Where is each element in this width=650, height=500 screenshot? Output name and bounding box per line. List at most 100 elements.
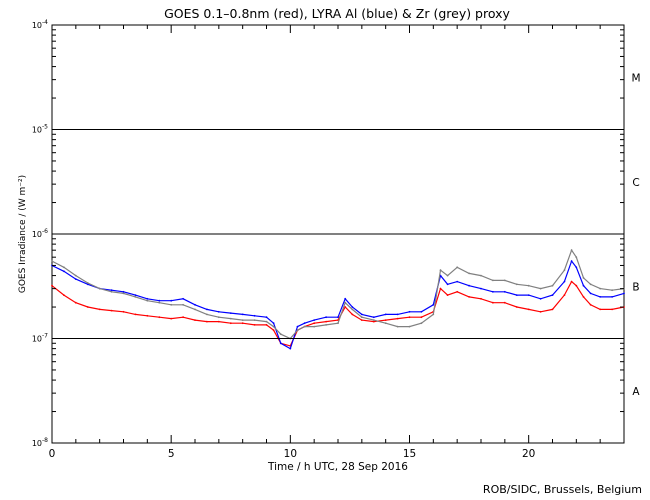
data-point xyxy=(575,256,578,259)
data-point xyxy=(360,316,363,319)
data-point xyxy=(446,283,449,286)
data-point xyxy=(344,306,347,308)
data-point xyxy=(589,292,592,295)
data-point xyxy=(265,316,268,319)
data-point xyxy=(360,313,363,316)
data-point xyxy=(480,274,482,277)
data-point xyxy=(241,313,244,316)
data-point xyxy=(98,287,101,290)
data-point xyxy=(253,319,256,321)
data-point xyxy=(456,266,459,269)
data-point xyxy=(158,299,161,302)
data-point xyxy=(582,277,585,279)
x-tick-label: 20 xyxy=(522,448,535,460)
data-point xyxy=(589,303,592,306)
data-point xyxy=(551,308,554,311)
x-axis-label: Time / h UTC, 28 Sep 2016 xyxy=(267,461,408,473)
data-point xyxy=(492,279,494,282)
flare-class-label: B xyxy=(632,281,639,293)
data-point xyxy=(408,325,411,328)
data-point xyxy=(563,294,566,296)
x-tick-label: 15 xyxy=(403,448,416,460)
series-line-0 xyxy=(51,280,625,347)
y-tick-label: 10-4 xyxy=(32,19,48,30)
y-tick-label: 10-5 xyxy=(32,124,48,135)
data-point xyxy=(134,313,137,316)
data-point xyxy=(575,284,578,287)
data-point xyxy=(351,308,354,311)
data-point xyxy=(468,284,470,287)
data-point xyxy=(575,266,578,269)
data-point xyxy=(313,319,316,321)
data-point xyxy=(229,312,232,314)
data-point xyxy=(194,303,196,306)
data-point xyxy=(503,279,506,282)
data-point xyxy=(217,310,220,313)
y-tick-label: 10-7 xyxy=(32,333,48,344)
series-line-2 xyxy=(51,248,625,340)
data-point xyxy=(253,314,256,317)
data-point xyxy=(229,322,232,325)
data-point xyxy=(384,313,387,316)
data-point xyxy=(396,325,399,328)
data-point xyxy=(420,322,423,325)
data-point xyxy=(182,303,185,306)
data-point xyxy=(217,320,220,323)
data-point xyxy=(372,316,375,319)
data-point xyxy=(503,290,506,293)
reference-lines xyxy=(52,129,624,339)
data-point xyxy=(396,313,399,316)
data-point xyxy=(63,270,65,273)
data-point xyxy=(344,297,347,300)
data-point xyxy=(599,308,602,311)
data-point xyxy=(432,313,435,316)
data-point xyxy=(229,317,232,320)
data-point xyxy=(360,319,363,321)
series-line-1 xyxy=(51,259,625,350)
data-point xyxy=(539,287,542,290)
data-point xyxy=(86,306,89,308)
data-point xyxy=(599,287,602,290)
data-point xyxy=(134,296,137,298)
flare-class-label: M xyxy=(631,72,640,84)
data-point xyxy=(539,310,542,313)
data-point xyxy=(515,294,518,296)
data-point xyxy=(337,322,339,325)
data-point xyxy=(325,316,327,319)
data-point xyxy=(599,296,602,298)
data-point xyxy=(408,310,411,313)
data-point xyxy=(439,287,442,290)
data-point xyxy=(272,325,275,328)
data-point xyxy=(456,290,459,293)
data-point xyxy=(563,269,566,272)
data-point xyxy=(194,308,196,311)
data-point xyxy=(272,322,275,325)
data-point xyxy=(158,301,161,304)
data-point xyxy=(182,316,185,319)
data-point xyxy=(98,308,101,311)
y-axis-label: GOES Irradiance / (W m⁻²) xyxy=(18,175,28,293)
data-point xyxy=(110,309,113,312)
data-point xyxy=(63,266,65,269)
flare-class-label: A xyxy=(632,386,640,398)
data-point xyxy=(146,299,149,302)
data-point xyxy=(170,303,173,306)
data-point xyxy=(74,274,77,277)
data-point xyxy=(313,322,316,325)
data-point xyxy=(170,299,173,302)
data-point xyxy=(515,306,518,308)
data-point xyxy=(241,319,244,321)
data-point xyxy=(337,316,339,319)
y-tick-label: 10-6 xyxy=(32,228,48,239)
data-point xyxy=(420,316,423,319)
data-point xyxy=(611,296,613,298)
data-point xyxy=(480,297,482,300)
data-point xyxy=(384,319,387,321)
data-point xyxy=(134,294,137,296)
data-point xyxy=(468,296,470,298)
data-point xyxy=(122,290,125,293)
data-point xyxy=(63,294,65,296)
data-point xyxy=(432,303,435,306)
data-point xyxy=(182,297,185,300)
